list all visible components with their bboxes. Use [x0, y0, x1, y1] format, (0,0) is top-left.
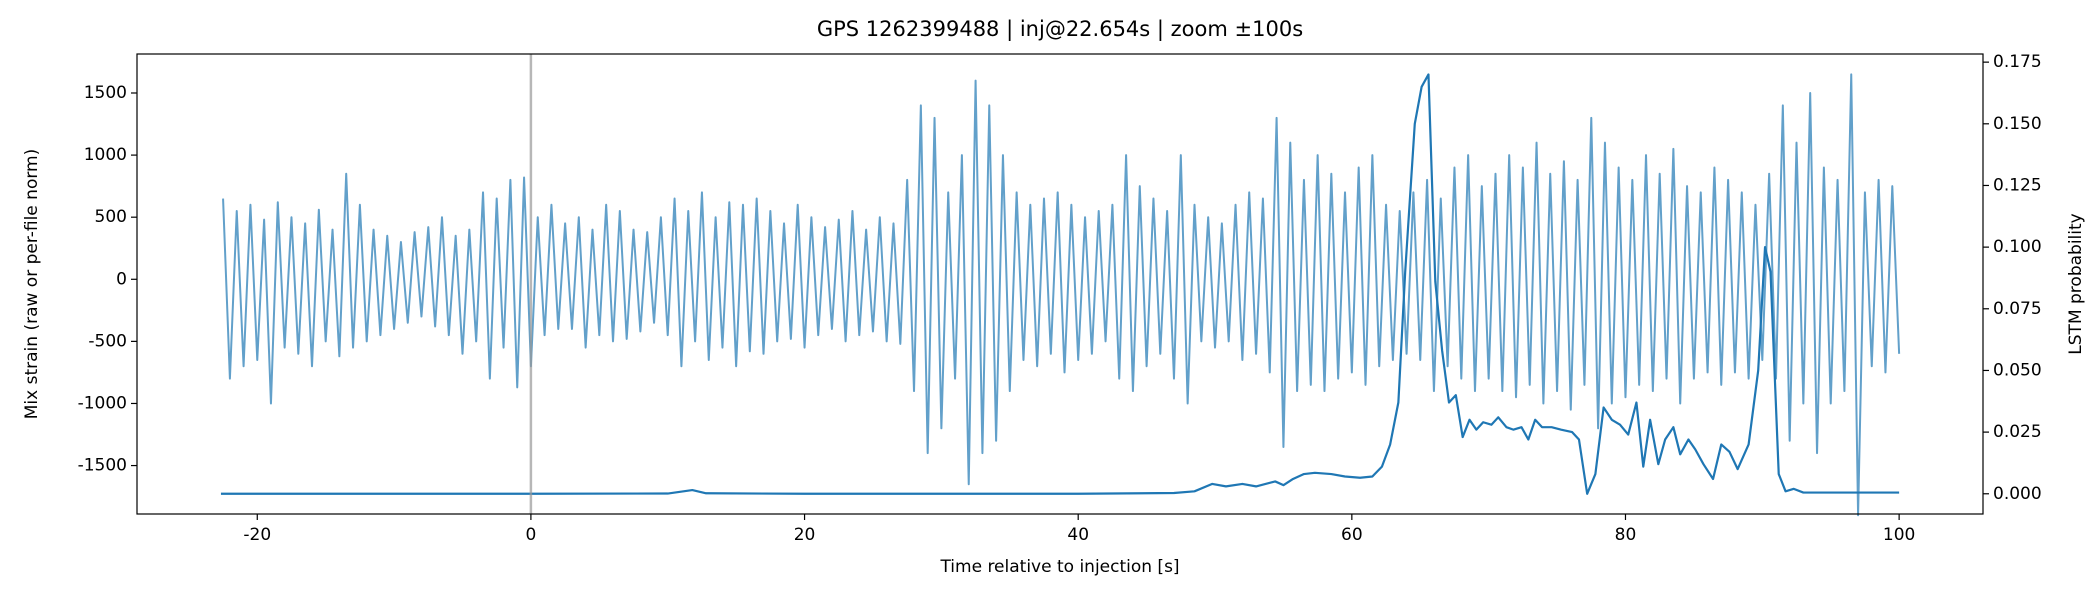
y2-tick-label: 0.100 — [1993, 237, 2042, 257]
x-tick-label: 20 — [794, 525, 816, 545]
plot-frame — [136, 53, 1984, 515]
y2-tick-label: 0.175 — [1993, 52, 2042, 72]
y-tick-label: 1000 — [84, 145, 127, 165]
y2-tick-label: 0.075 — [1993, 299, 2042, 319]
x-tick-label: 100 — [1883, 525, 1915, 545]
y-axis-label: Mix strain (raw or per-file norm) — [22, 149, 42, 419]
y2-tick-label: 0.025 — [1993, 422, 2042, 442]
x-tick-label: 60 — [1341, 525, 1363, 545]
y-tick-label: 0 — [116, 269, 127, 289]
x-tick-label: 0 — [525, 525, 536, 545]
x-tick-label: -20 — [243, 525, 271, 545]
y-tick-label: -1500 — [78, 456, 127, 476]
y-tick-label: 500 — [95, 207, 127, 227]
y2-axis-label: LSTM probability — [2066, 213, 2086, 354]
series-line — [222, 73, 1901, 517]
series-line — [220, 73, 1900, 495]
y-tick-label: 1500 — [84, 83, 127, 103]
y2-tick-label: 0.050 — [1993, 360, 2042, 380]
y2-tick-label: 0.150 — [1993, 114, 2042, 134]
x-axis-label: Time relative to injection [s] — [939, 557, 1179, 577]
y2-tick-label: 0.125 — [1993, 175, 2042, 195]
y2-tick-label: 0.000 — [1993, 484, 2042, 504]
y-tick-label: -1000 — [78, 393, 127, 413]
x-tick-label: 80 — [1615, 525, 1637, 545]
y-tick-label: -500 — [88, 331, 127, 351]
chart-title: GPS 1262399488 | inj@22.654s | zoom ±100… — [817, 17, 1303, 42]
x-tick-label: 40 — [1067, 525, 1089, 545]
